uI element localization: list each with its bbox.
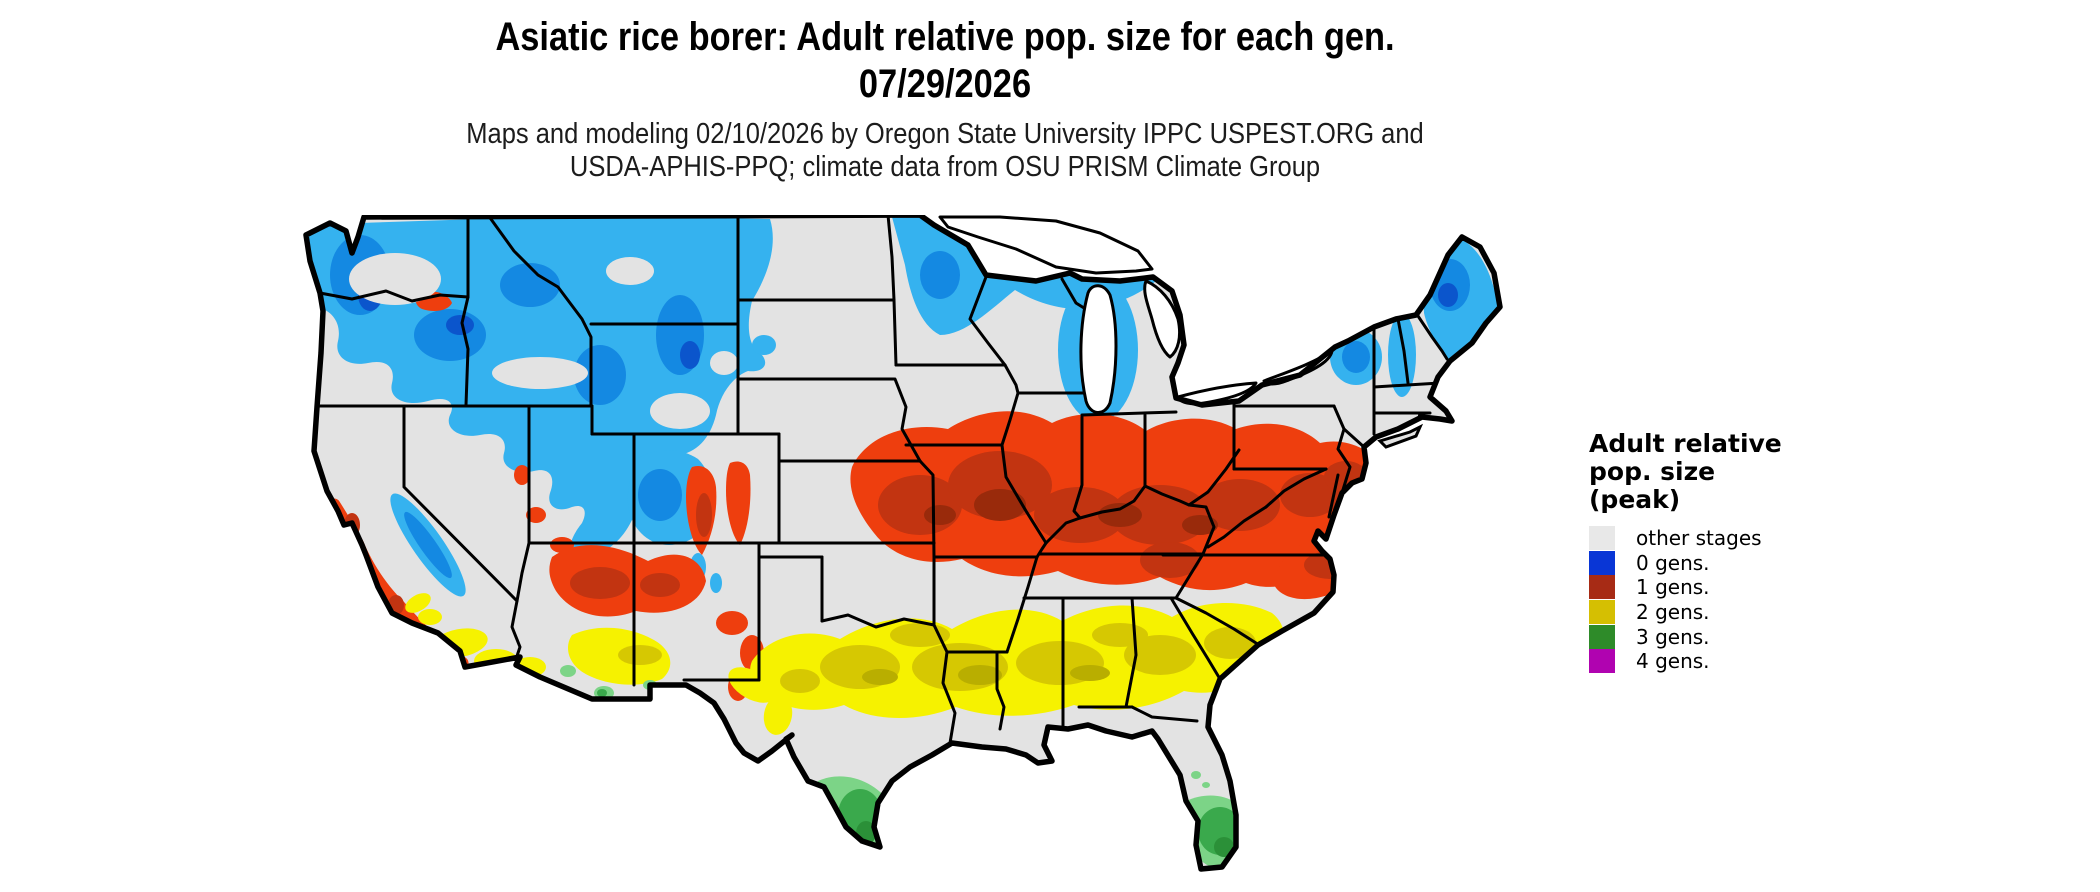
legend-item-1-gens: 1 gens. <box>1589 575 1899 600</box>
gen3-regions-deep <box>856 821 1234 857</box>
legend-label: 1 gens. <box>1636 575 1710 600</box>
great-lakes <box>938 215 1334 414</box>
legend-swatch-3-gens-rect <box>1589 624 1615 649</box>
legend-swatch-2-gens <box>1589 600 1615 625</box>
legend-swatch-0-gens <box>1589 550 1615 575</box>
legend-title-line2: pop. size <box>1589 457 1716 486</box>
legend-swatch-1-gens <box>1589 575 1615 600</box>
legend-label: 3 gens. <box>1636 624 1710 649</box>
legend-label: 4 gens. <box>1636 649 1710 674</box>
legend-swatch-other-stages <box>1589 526 1615 551</box>
lake-huron <box>1143 279 1182 359</box>
legend-items: other stages 0 gens. 1 gens. 2 gens. 3 g… <box>1589 526 1899 674</box>
map-subtitle: Maps and modeling 02/10/2026 by Oregon S… <box>0 118 1890 184</box>
legend-label: 0 gens. <box>1636 550 1710 575</box>
map-legend: Adult relative pop. size (peak) other st… <box>1589 430 1899 674</box>
legend-label: other stages <box>1636 526 1762 551</box>
legend-swatch-4-gens <box>1589 649 1615 674</box>
map-subtitle-line2: USDA-APHIS-PPQ; climate data from OSU PR… <box>569 151 1321 183</box>
legend-swatch-3-gens <box>1589 624 1615 649</box>
legend-item-3-gens: 3 gens. <box>1589 624 1899 649</box>
legend-title-line3: (peak) <box>1589 485 1681 514</box>
legend-title-line1: Adult relative <box>1589 429 1782 458</box>
us-border <box>303 212 1503 872</box>
gen0-sierra-core <box>404 511 452 579</box>
map-title-date: 07/29/2026 <box>858 62 1032 106</box>
legend-item-0-gens: 0 gens. <box>1589 550 1899 576</box>
lake-michigan <box>1079 284 1118 414</box>
map-title: Asiatic rice borer: Adult relative pop. … <box>0 14 1890 108</box>
legend-item-4-gens: 4 gens. <box>1589 649 1899 674</box>
legend-title: Adult relative pop. size (peak) <box>1589 430 1899 514</box>
land-basin-patches <box>349 253 738 611</box>
us-map-svg <box>303 212 1503 872</box>
map-title-line1: Asiatic rice borer: Adult relative pop. … <box>495 15 1395 59</box>
legend-label: 2 gens. <box>1636 600 1710 625</box>
lake-superior <box>938 215 1154 275</box>
us-generations-map <box>300 212 1510 885</box>
legend-item-other-stages: other stages <box>1589 526 1899 551</box>
gen1-regions-deep <box>924 489 1218 535</box>
map-subtitle-line1: Maps and modeling 02/10/2026 by Oregon S… <box>466 118 1424 150</box>
gen2-regions-deep <box>862 665 1110 685</box>
long-island <box>1377 423 1424 449</box>
state-boundaries <box>315 215 1449 745</box>
legend-item-2-gens: 2 gens. <box>1589 600 1899 625</box>
